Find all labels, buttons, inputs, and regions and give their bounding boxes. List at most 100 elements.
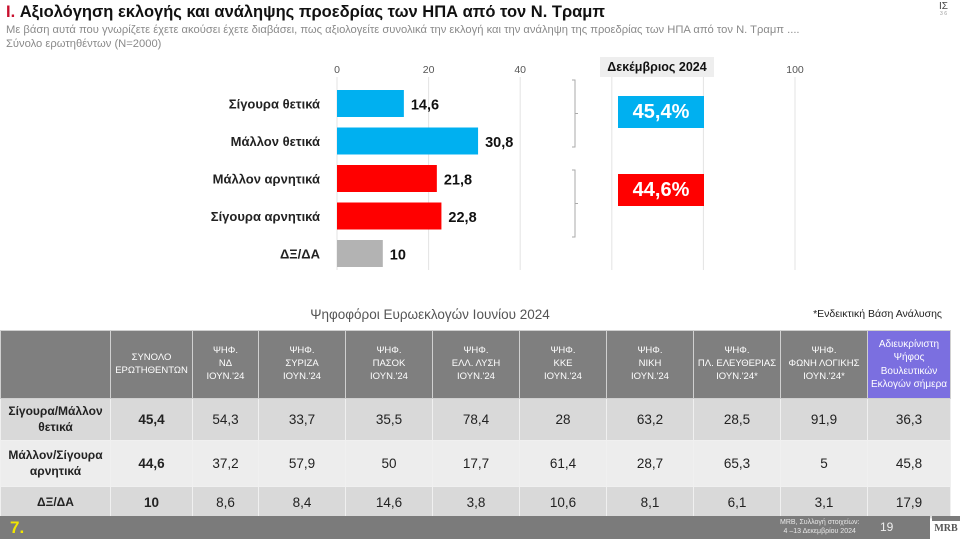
corner-logo-small: 3 6 [940, 11, 947, 17]
positive-brace [572, 79, 578, 148]
table-cell: 37,2 [192, 440, 259, 487]
header-empty-cell [0, 330, 111, 399]
column-header-line: ΠΛ. ΕΛΕΥΘΕΡΙΑΣ [697, 358, 777, 370]
table-cell: 35,5 [345, 398, 433, 441]
column-header: ΨΗΦ. ΠΛ. ΕΛΕΥΘΕΡΙΑΣ ΙΟΥΝ.'24* [693, 330, 781, 399]
row-label: Σίγουρα/Μάλλον θετικά [0, 398, 111, 441]
column-header-line: ΙΟΥΝ.'24 [457, 370, 495, 382]
table-row: Σίγουρα/Μάλλον θετικά 45,4 54,3 33,7 35,5 78,4… [0, 398, 951, 441]
table-cell: 61,4 [519, 440, 607, 487]
column-header: ΨΗΦ. ΝΔ ΙΟΥΝ.'24 [192, 330, 259, 399]
category-label: Σίγουρα θετικά [229, 97, 320, 112]
column-header-line: Ψήφος [893, 352, 925, 363]
bar-chart: 0 20 40 100 Σίγουρα θετικά 14,6 Μάλλον θετικά 3… [211, 64, 804, 270]
negative-brace [572, 169, 578, 238]
table-title-text: Ψηφοφόροι Ευρωεκλογών Ιουνίου 2024 [310, 307, 550, 322]
row-label-line: Σίγουρα/Μάλλον [8, 403, 103, 418]
column-header-line: ΦΩΝΗ ΛΟΓΙΚΗΣ [788, 358, 860, 370]
row-label: Μάλλον/Σίγουρα αρνητικά [0, 440, 111, 487]
column-header-line: ΨΗΦ. [550, 345, 576, 357]
bar [337, 90, 404, 117]
table-cell: 8,1 [606, 486, 694, 519]
footer-bar: 7. MRB, Συλλογή στοιχείων: 4 –13 Δεκεμβρ… [0, 516, 930, 539]
table-cell: 50 [345, 440, 433, 487]
column-header-line: ΨΗΦ. [289, 345, 315, 357]
mrb-logo: MRB [932, 516, 960, 539]
table-row: Μάλλον/Σίγουρα αρνητικά 44,6 37,2 57,9 50 17,7… [0, 440, 951, 487]
bar [337, 165, 437, 192]
column-header-line: ΕΡΩΤΗΘΕΝΤΩΝ [115, 364, 188, 376]
table-cell: 17,7 [432, 440, 520, 487]
table-cell: 33,7 [258, 398, 346, 441]
column-header-line: Εκλογών σήμερα [870, 379, 948, 390]
column-header: ΨΗΦ. ΣΥΡΙΖΑ ΙΟΥΝ.'24 [258, 330, 346, 399]
column-header-line: ΨΗΦ. [376, 345, 402, 357]
column-header: ΨΗΦ. ΦΩΝΗ ΛΟΓΙΚΗΣ ΙΟΥΝ.'24* [780, 330, 868, 399]
column-header-line: ΠΑΣΟΚ [372, 358, 406, 370]
value-label: 10 [390, 248, 406, 264]
table-cell: 28 [519, 398, 607, 441]
category-label: Μάλλον αρνητικά [213, 172, 320, 187]
column-header-line: Αδιευκρίνιστη [878, 338, 940, 350]
column-header-line: ΝΙΚΗ [638, 358, 662, 370]
period-label: Δεκέμβριος 2024 [600, 57, 714, 77]
title-text: Αξιολόγηση εκλογής και ανάληψης προεδρία… [19, 3, 606, 21]
value-label: 21,8 [444, 173, 472, 189]
column-header-line: ΨΗΦ. [463, 345, 489, 357]
table-cell: 8,6 [192, 486, 259, 519]
column-header: ΣΥΝΟΛΟ ΕΡΩΤΗΘΕΝΤΩΝ [110, 330, 193, 399]
column-header: ΨΗΦ. ΚΚΕ ΙΟΥΝ.'24 [519, 330, 607, 399]
table-cell: 3,8 [432, 486, 520, 519]
table-header-row: ΣΥΝΟΛΟ ΕΡΩΤΗΘΕΝΤΩΝ ΨΗΦ. ΝΔ ΙΟΥΝ.'24 ΨΗΦ. ΣΥΡΙΖ… [0, 330, 951, 399]
title-number: I. [6, 3, 16, 21]
results-table: ΣΥΝΟΛΟ ΕΡΩΤΗΘΕΝΤΩΝ ΨΗΦ. ΝΔ ΙΟΥΝ.'24 ΨΗΦ. ΣΥΡΙΖ… [0, 330, 951, 519]
column-header-line: ΣΥΡΙΖΑ [285, 358, 319, 370]
column-header: ΨΗΦ. ΕΛΛ. ΛΥΣΗ ΙΟΥΝ.'24 [432, 330, 520, 399]
category-label: Μάλλον θετικά [231, 134, 320, 149]
table-cell: 45,8 [867, 440, 951, 487]
table-cell: 45,4 [110, 398, 193, 441]
value-label: 14,6 [411, 98, 439, 114]
table-cell: 14,6 [345, 486, 433, 519]
bar [337, 202, 442, 230]
column-header: Αδιευκρίνιστη Ψήφος Βουλευτικών Εκλογών σήμ… [867, 330, 951, 399]
column-header-line: ΕΛΛ. ΛΥΣΗ [451, 358, 501, 370]
table-cell: 36,3 [867, 398, 951, 441]
source-text: MRB, Συλλογή στοιχείων: 4 –13 Δεκεμβρίου… [780, 518, 859, 536]
column-header-line: ΙΟΥΝ.'24 [283, 370, 321, 382]
x-tick-label: 100 [786, 64, 804, 76]
column-header-line: ΣΥΝΟΛΟ [131, 351, 172, 363]
row-label-line: Μάλλον/Σίγουρα [8, 447, 103, 462]
table-cell: 8,4 [258, 486, 346, 519]
column-header-line: ΙΟΥΝ.'24 [544, 370, 582, 382]
table-cell: 65,3 [693, 440, 781, 487]
column-header-line: ΝΔ [218, 358, 233, 370]
table-cell: 3,1 [780, 486, 868, 519]
column-header-line: ΙΟΥΝ.'24* [803, 370, 845, 382]
row-label-line: αρνητικά [29, 463, 82, 478]
column-header-line: ΚΚΕ [553, 358, 573, 370]
table-cell: 57,9 [258, 440, 346, 487]
bar [337, 127, 479, 155]
table-cell: 54,3 [192, 398, 259, 441]
column-header-line: ΙΟΥΝ.'24 [206, 370, 245, 382]
column-header-line: ΙΟΥΝ.'24* [716, 370, 758, 382]
corner-logo-text: ΙΣ [939, 1, 948, 12]
column-header: ΨΗΦ. ΠΑΣΟΚ ΙΟΥΝ.'24 [345, 330, 433, 399]
table-cell: 28,7 [606, 440, 694, 487]
column-header-line: ΨΗΦ. [212, 345, 239, 357]
base-text: Σύνολο ερωτηθέντων (N=2000) [6, 38, 162, 50]
question-text: Με βάση αυτά που γνωρίζετε έχετε ακούσει… [6, 24, 800, 36]
slide-number: 7. [10, 518, 25, 537]
value-label: 30,8 [485, 135, 513, 151]
negative-summary-box: 44,6% [618, 174, 704, 206]
bar [337, 240, 383, 267]
table-title: Ψηφοφόροι Ευρωεκλογών Ιουνίου 2024 [0, 307, 800, 322]
column-header: ΨΗΦ. ΝΙΚΗ ΙΟΥΝ.'24 [606, 330, 694, 399]
column-header-line: ΙΟΥΝ.'24 [370, 370, 408, 382]
row-label: ΔΞ/ΔΑ [0, 486, 111, 519]
row-label-line: ΔΞ/ΔΑ [37, 494, 74, 509]
source-line-2: 4 –13 Δεκεμβρίου 2024 [783, 528, 856, 536]
positive-summary-box: 45,4% [618, 96, 704, 128]
table-cell: 78,4 [432, 398, 520, 441]
